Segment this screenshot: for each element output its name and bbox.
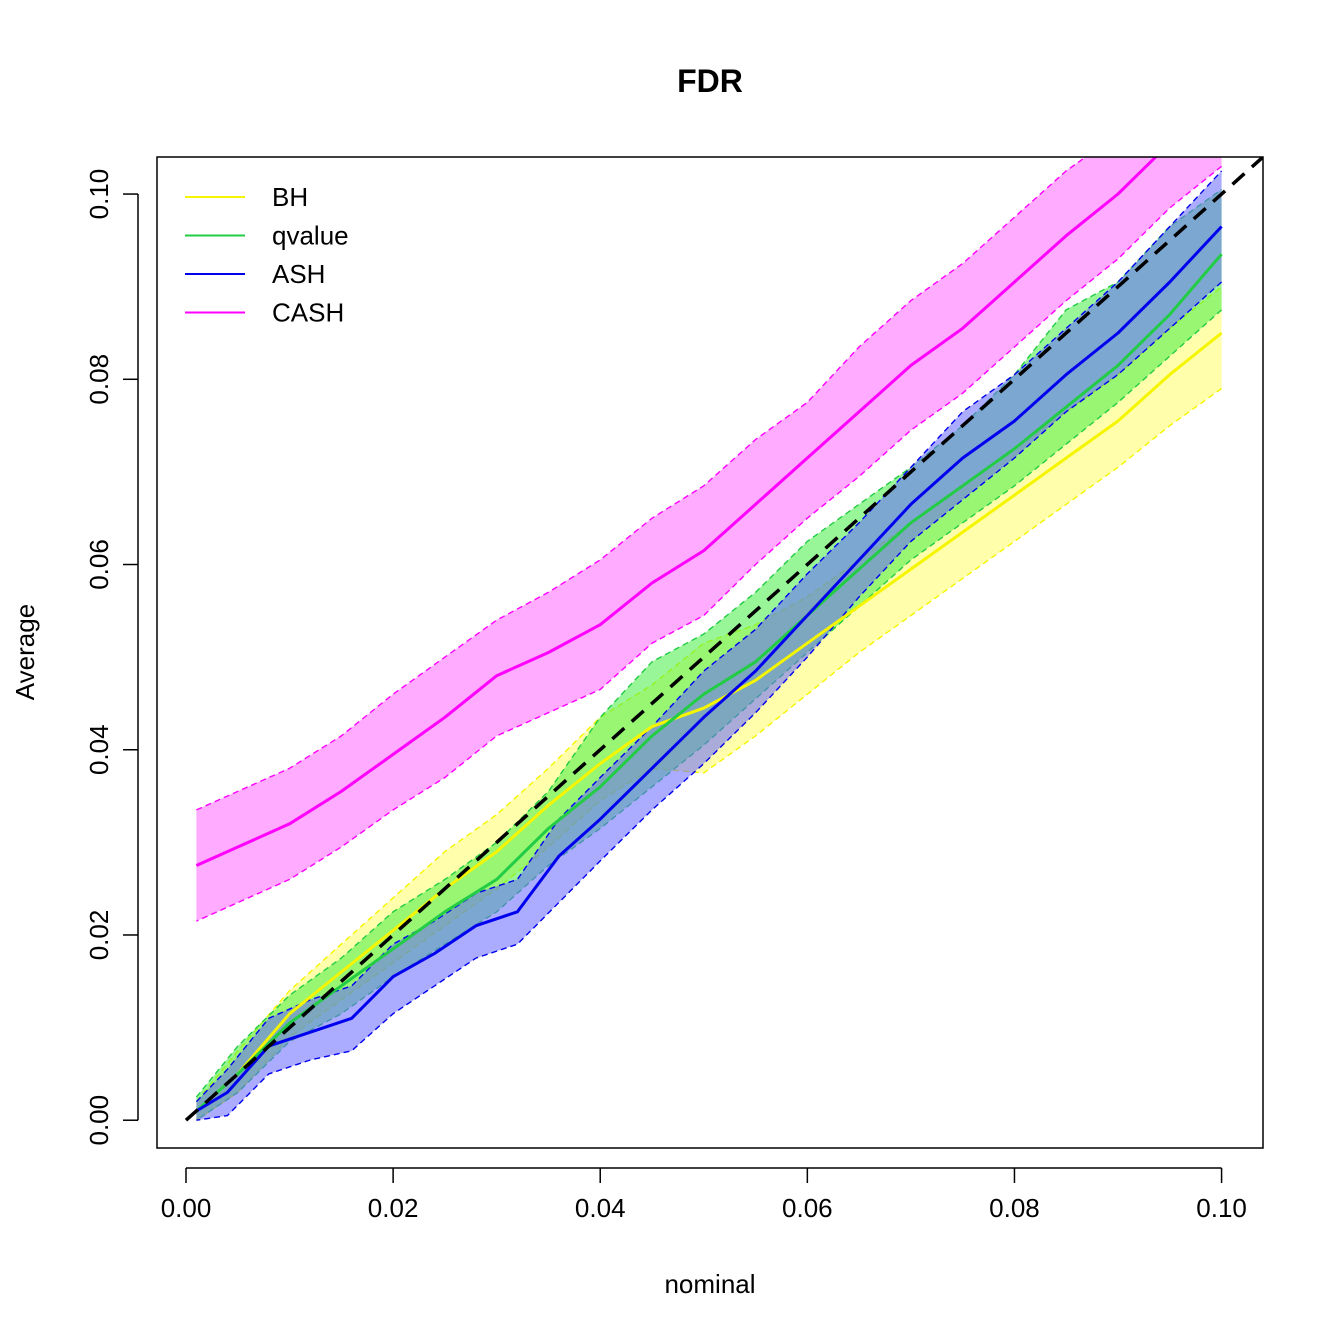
series-line-qvalue: [195, 253, 1223, 1113]
legend: BH qvalue ASH CASH: [185, 182, 349, 328]
band-upper-cash: [196, 157, 1087, 811]
plot-frame: [156, 156, 1264, 1149]
x-tick-label: 0.04: [575, 1193, 626, 1223]
x-tick-label: 0.10: [1196, 1193, 1247, 1223]
band-upper-qvalue: [195, 188, 1223, 1098]
y-tick-label: 0.08: [84, 354, 114, 405]
reference-line: [184, 157, 1263, 1122]
y-axis: 0.00 0.02 0.04 0.06 0.08 0.10: [84, 169, 139, 1146]
y-tick-label: 0.00: [84, 1095, 114, 1146]
legend-label-ash: ASH: [272, 259, 325, 289]
reference-line-group: [184, 157, 1263, 1122]
y-tick-label: 0.06: [84, 539, 114, 590]
x-axis-label: nominal: [664, 1269, 755, 1299]
band-cash: [196, 157, 1222, 922]
legend-label-qvalue: qvalue: [272, 221, 349, 251]
band-lower-ash: [196, 281, 1223, 1121]
series-line-ash: [195, 225, 1223, 1113]
confidence-bands: [195, 157, 1223, 1121]
band-ash: [196, 170, 1222, 1121]
x-tick-label: 0.06: [782, 1193, 833, 1223]
x-tick-label: 0.02: [368, 1193, 419, 1223]
series-line-bh: [195, 331, 1223, 1113]
y-axis-label: Average: [10, 604, 40, 700]
y-tick-label: 0.02: [84, 910, 114, 961]
y-tick-label: 0.10: [84, 169, 114, 220]
legend-label-bh: BH: [272, 182, 308, 212]
chart-title: FDR: [677, 63, 743, 99]
x-tick-label: 0.00: [161, 1193, 212, 1223]
legend-label-cash: CASH: [272, 298, 344, 328]
band-qvalue: [196, 189, 1222, 1121]
y-tick-label: 0.04: [84, 724, 114, 775]
x-tick-label: 0.08: [989, 1193, 1040, 1223]
series-lines: [195, 157, 1223, 1113]
series-line-cash: [195, 157, 1158, 867]
x-axis: 0.00 0.02 0.04 0.06 0.08 0.10: [161, 1167, 1247, 1223]
